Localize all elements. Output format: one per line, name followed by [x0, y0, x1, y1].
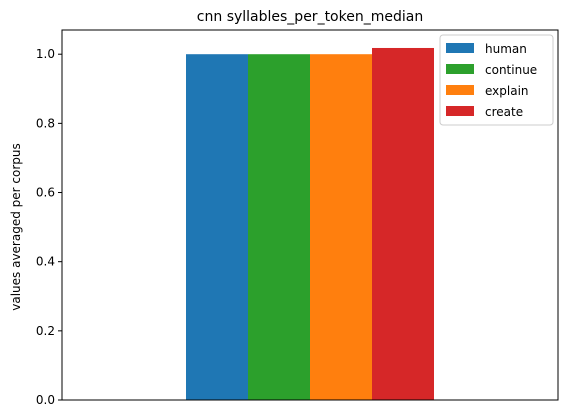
- y-tick-label: 1.0: [36, 47, 55, 61]
- y-tick-label: 0.0: [36, 393, 55, 407]
- y-axis-label: values averaged per corpus: [9, 143, 23, 311]
- y-tick-label: 0.6: [36, 186, 55, 200]
- y-axis: 0.0 0.2 0.4 0.6 0.8 1.0: [36, 47, 62, 407]
- legend-label-continue: continue: [485, 63, 537, 77]
- legend-swatch-continue: [446, 64, 474, 74]
- legend-swatch-human: [446, 43, 474, 53]
- bars-group: [186, 47, 434, 401]
- y-tick-label: 0.4: [36, 255, 55, 269]
- legend-label-human: human: [485, 42, 527, 56]
- legend-swatch-create: [446, 106, 474, 116]
- chart-title: cnn syllables_per_token_median: [197, 9, 423, 25]
- legend-swatch-explain: [446, 85, 474, 95]
- legend-box: [439, 34, 554, 126]
- legend-label-explain: explain: [485, 84, 529, 98]
- y-tick-label: 0.8: [36, 116, 55, 130]
- legend: human continue explain create: [439, 34, 554, 126]
- y-tick-label: 0.2: [36, 324, 55, 338]
- plot-frame: [61, 29, 559, 401]
- bar-human: [186, 54, 248, 401]
- bar-create: [372, 47, 434, 400]
- bar-continue: [248, 54, 310, 401]
- bar-explain: [310, 54, 372, 401]
- legend-label-create: create: [485, 105, 523, 119]
